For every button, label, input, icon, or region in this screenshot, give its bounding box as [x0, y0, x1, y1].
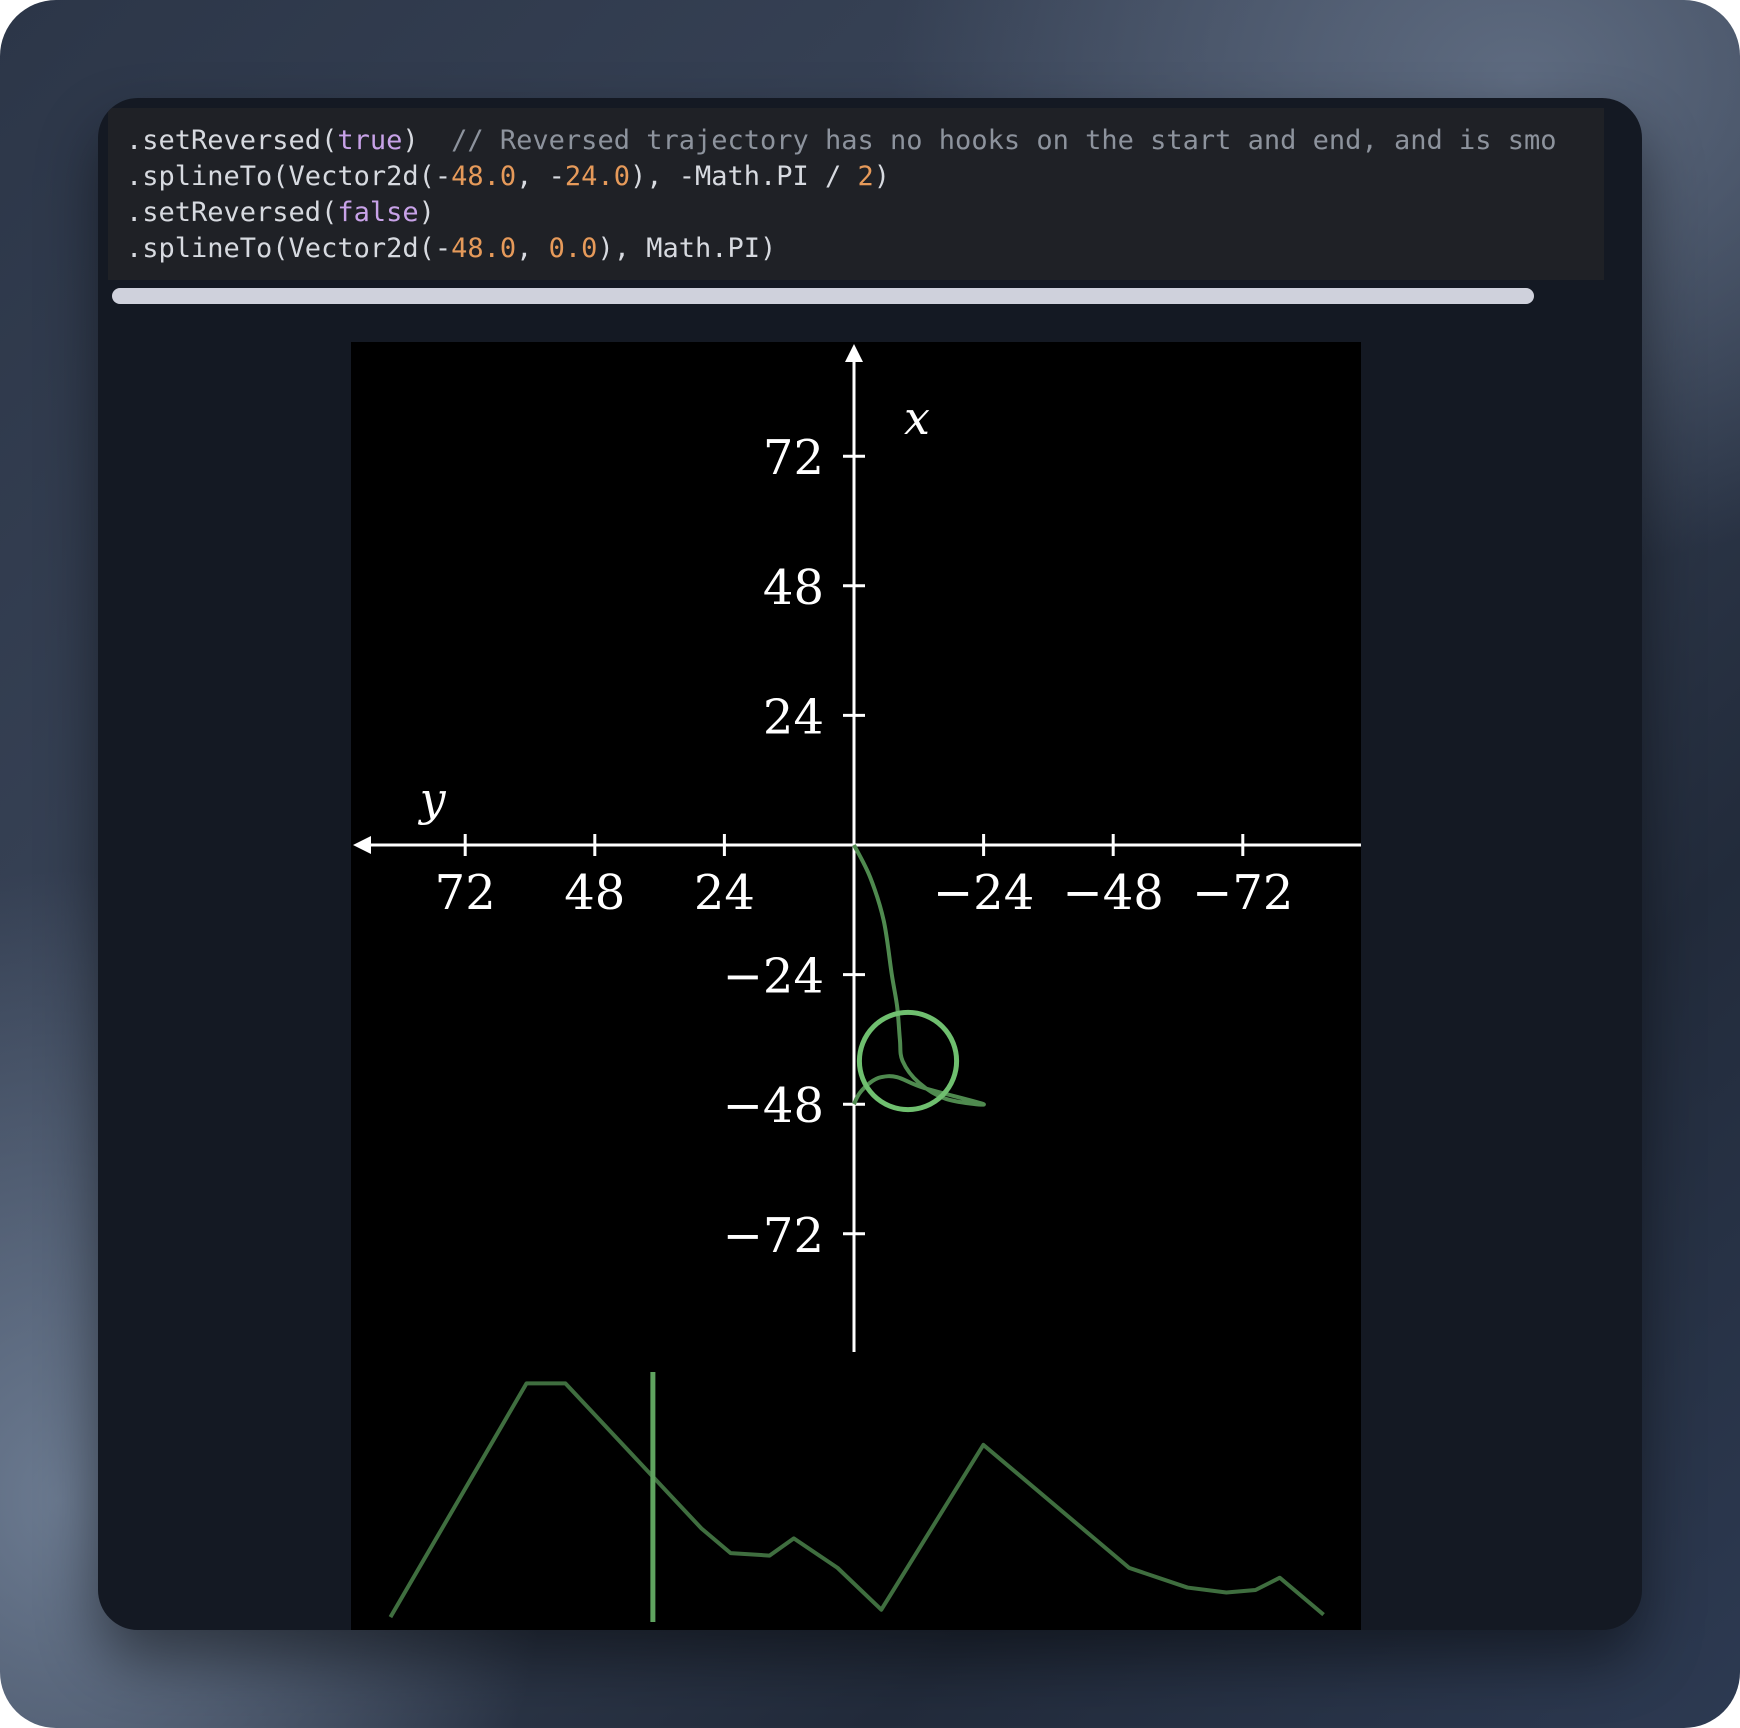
vertical-tick-label: −48 — [723, 1078, 824, 1134]
code-token: 48.0 — [451, 161, 517, 192]
code-token: 48.0 — [451, 233, 517, 264]
tick-marks — [463, 454, 1245, 1236]
code-token: 2 — [857, 161, 874, 192]
code-token: ) — [402, 125, 452, 156]
horizontal-tick-label: 24 — [694, 865, 755, 921]
code-token: .splineTo(Vector2d(- — [126, 233, 452, 264]
code-line: .splineTo(Vector2d(-48.0, 0.0), Math.PI) — [126, 231, 776, 267]
vertical-axis-arrow-icon — [845, 344, 863, 362]
content-window: .setReversed(true) // Reversed trajector… — [98, 98, 1642, 1630]
plot-canvas: 72 48 24 −24 −48 −72 72 48 24 −24 −48 −72 x y — [353, 344, 1361, 1622]
robot-position-circle — [856, 1009, 960, 1113]
code-token: .setReversed( — [126, 197, 338, 228]
code-line: .setReversed(false) — [126, 195, 435, 231]
code-token: ) — [873, 161, 891, 192]
vertical-tick-label: −24 — [723, 949, 824, 1005]
trajectory-path — [852, 844, 986, 1113]
axes — [353, 344, 1361, 1352]
horizontal-tick-label: −72 — [1192, 865, 1293, 921]
horizontal-tick-label: −48 — [1063, 865, 1164, 921]
code-line: .setReversed(true) // Reversed trajector… — [126, 123, 1557, 159]
code-token: true — [337, 125, 403, 156]
horizontal-tick-label: 72 — [435, 865, 496, 921]
code-token: 0.0 — [548, 233, 598, 264]
code-token: , - — [516, 161, 565, 192]
velocity-line — [388, 1381, 1325, 1619]
code-token: , — [516, 233, 549, 264]
x-axis-label: x — [904, 391, 930, 445]
y-axis-label: y — [418, 772, 447, 826]
horizontal-axis-arrow-icon — [353, 836, 371, 854]
code-block: .setReversed(true) // Reversed trajector… — [108, 108, 1604, 280]
code-line: .splineTo(Vector2d(-48.0, -24.0), -Math.… — [126, 159, 890, 195]
horizontal-tick-label: −24 — [933, 865, 1034, 921]
trajectory-plot: 72 48 24 −24 −48 −72 72 48 24 −24 −48 −72 x y — [351, 342, 1361, 1630]
code-token: .setReversed( — [126, 125, 338, 156]
code-token: false — [337, 197, 419, 228]
vertical-tick-label: 48 — [763, 560, 824, 616]
code-token: .splineTo(Vector2d(- — [126, 161, 452, 192]
horizontal-scrollbar[interactable] — [112, 288, 1534, 304]
trajectory-line — [852, 844, 986, 1107]
code-token: // Reversed trajectory has no hooks on t… — [451, 125, 1557, 156]
code-token: 24.0 — [564, 161, 630, 192]
tick-labels: 72 48 24 −24 −48 −72 72 48 24 −24 −48 −72 — [435, 430, 1294, 1264]
code-token: ) — [418, 197, 435, 228]
velocity-profile — [388, 1372, 1325, 1622]
vertical-tick-label: −72 — [723, 1208, 824, 1264]
horizontal-tick-label: 48 — [564, 865, 625, 921]
code-token: ), Math.PI) — [597, 233, 777, 264]
vertical-tick-label: 24 — [763, 689, 824, 745]
vertical-tick-label: 72 — [763, 430, 824, 486]
code-token: ), -Math.PI / — [629, 161, 858, 192]
